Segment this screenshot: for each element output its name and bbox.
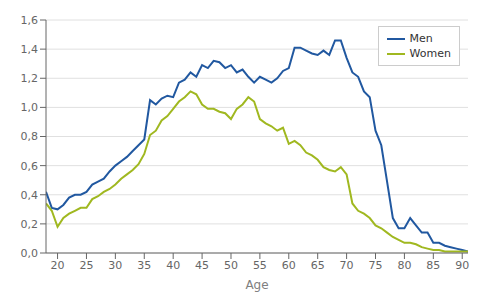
svg-text:60: 60 <box>282 259 296 272</box>
svg-text:80: 80 <box>397 259 411 272</box>
svg-text:1,4: 1,4 <box>21 43 39 56</box>
svg-text:25: 25 <box>79 259 93 272</box>
svg-text:1,6: 1,6 <box>21 14 39 27</box>
html-text:Women: Women <box>409 47 451 60</box>
svg-text:65: 65 <box>311 259 325 272</box>
svg-text:20: 20 <box>51 259 65 272</box>
svg-text:1,2: 1,2 <box>21 72 39 85</box>
svg-text:0,8: 0,8 <box>21 130 39 143</box>
svg-text:85: 85 <box>426 259 440 272</box>
svg-text:70: 70 <box>340 259 354 272</box>
svg-text:40: 40 <box>166 259 180 272</box>
svg-text:35: 35 <box>137 259 151 272</box>
svg-text:30: 30 <box>108 259 122 272</box>
svg-text:1,0: 1,0 <box>21 101 39 114</box>
svg-text:Age: Age <box>245 278 268 292</box>
svg-text:0,6: 0,6 <box>21 160 39 173</box>
svg-text:50: 50 <box>224 259 238 272</box>
svg-text:90: 90 <box>455 259 469 272</box>
svg-text:45: 45 <box>195 259 209 272</box>
svg-text:0,4: 0,4 <box>21 189 39 202</box>
html-text:Men: Men <box>409 32 433 45</box>
svg-text:55: 55 <box>253 259 267 272</box>
svg-text:0,0: 0,0 <box>21 247 39 260</box>
svg-text:75: 75 <box>369 259 383 272</box>
svg-text:0,2: 0,2 <box>21 218 39 231</box>
